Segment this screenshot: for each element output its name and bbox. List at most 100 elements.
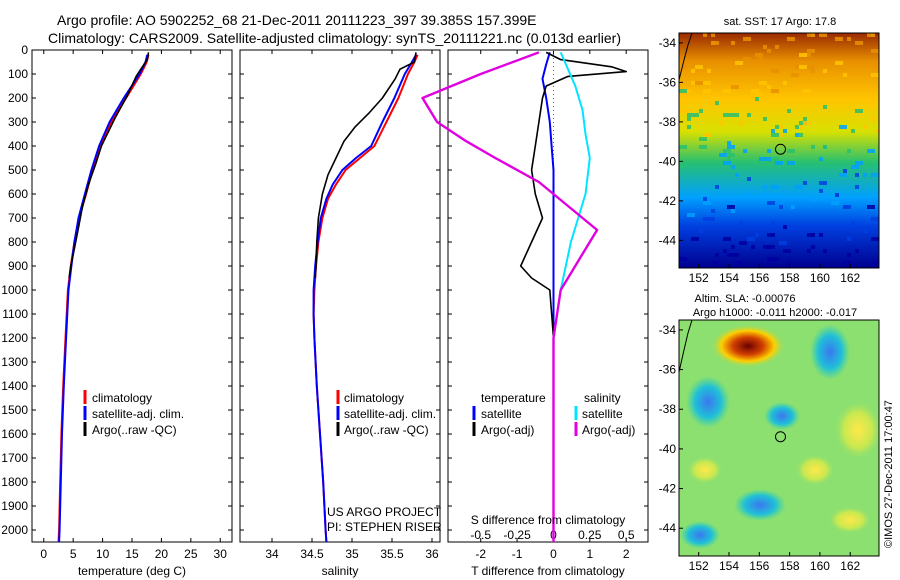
sst-pixel [855, 173, 859, 177]
sst-pixel [687, 125, 691, 129]
x-tick-label: 20 [155, 547, 169, 561]
salinity-legend: climatology satellite-adj. clim. Argo(..… [336, 390, 436, 437]
sst-pixel [711, 33, 715, 37]
sst-pixel [863, 125, 867, 129]
sla-low-anomaly [810, 324, 850, 380]
sst-pixel [791, 101, 795, 105]
sst-pixel [687, 89, 691, 93]
sst-pixel [807, 49, 815, 53]
sst-pixel [791, 73, 799, 77]
lon-tick-label: 160 [810, 559, 830, 573]
sst-pixel [847, 37, 851, 41]
project-credit-line-2: PI: STEPHEN RISER [327, 520, 442, 534]
sst-pixel [679, 89, 687, 93]
lat-tick-label: -34 [659, 36, 677, 50]
sla-lon-ticks: 152 154 156 158 160 162 [689, 552, 861, 573]
sst-pixel [847, 253, 851, 257]
sla-high-anomaly [834, 400, 879, 460]
legend-header-salinity: salinity [584, 391, 621, 405]
sst-pixel [847, 205, 851, 209]
sst-pixel [743, 57, 751, 61]
depth-tick-label: 900 [8, 259, 28, 273]
sst-pixel [687, 113, 691, 117]
title-line-2: Climatology: CARS2009. Satellite-adjuste… [48, 30, 621, 46]
sst-pixel [747, 237, 755, 241]
x-tick-label: 1 [586, 547, 593, 561]
depth-tick-label: 700 [8, 211, 28, 225]
x-tick-label: 0 [40, 547, 47, 561]
lat-tick-label: -42 [659, 194, 677, 208]
sst-pixel [775, 125, 779, 129]
sst-pixel [787, 161, 795, 165]
sst-pixel [711, 41, 719, 45]
sst-pixel [771, 221, 775, 225]
sst-lon-ticks: 152 154 156 158 160 162 [689, 264, 861, 285]
depth-tick-label: 600 [8, 187, 28, 201]
series-line-satellite-adj-clim- [312, 54, 417, 543]
sst-pixel [727, 157, 731, 161]
sst-pixel [771, 157, 779, 161]
temperature-xlabel: temperature (deg C) [78, 564, 186, 578]
sst-pixel [843, 73, 847, 77]
sst-pixel [691, 113, 699, 117]
sst-pixel [731, 165, 735, 169]
sst-pixel [715, 101, 719, 105]
difference-axes-frame [447, 49, 649, 543]
x-tick-label: 2 [623, 547, 630, 561]
temperature-legend: climatology satellite-adj. clim. Argo(..… [83, 390, 184, 437]
sst-pixel [803, 121, 811, 125]
sst-pixel [679, 165, 683, 169]
sst-pixel [807, 249, 811, 253]
sst-pixel [767, 49, 771, 53]
sst-lat-ticks: -34 -36 -38 -40 -42 -44 [659, 36, 683, 247]
sst-pixel [707, 69, 711, 73]
lon-tick-label: 154 [719, 559, 739, 573]
sst-pixel [739, 121, 743, 125]
sst-pixel [771, 133, 779, 137]
sst-pixel [727, 253, 731, 257]
sst-pixel [691, 81, 695, 85]
sst-pixel [727, 145, 735, 149]
sst-speckle [679, 33, 879, 265]
sst-pixel [731, 245, 735, 249]
lon-tick-label: 158 [780, 559, 800, 573]
sst-pixel [723, 149, 731, 153]
sst-pixel [703, 81, 711, 85]
sst-pixel [791, 205, 795, 209]
depth-tick-label: 1900 [1, 499, 28, 513]
sst-pixel [751, 89, 759, 93]
sst-pixel [739, 241, 747, 245]
series-line-argo-raw-qc- [68, 52, 150, 279]
sst-pixel [703, 33, 707, 37]
lat-tick-label: -34 [659, 323, 677, 337]
x-tick-label: 0 [550, 547, 557, 561]
sst-pixel [855, 185, 859, 189]
depth-tick-label: 800 [8, 235, 28, 249]
sst-pixel [795, 125, 799, 129]
difference-legend: temperature salinity satellite Argo(-adj… [472, 391, 635, 437]
legend-label-t-argo: Argo(-adj) [481, 423, 534, 437]
sst-pixel [835, 193, 839, 197]
sst-pixel [735, 61, 743, 65]
sst-pixel [767, 161, 775, 165]
sst-pixel [723, 161, 731, 165]
sst-pixel [723, 249, 727, 253]
sst-pixel [811, 33, 815, 37]
legend-label-s-argo: Argo(-adj) [582, 423, 635, 437]
sst-pixel [807, 65, 815, 69]
sst-pixel [787, 109, 791, 113]
x-tick-label: 35.5 [380, 547, 404, 561]
sst-pixel [779, 133, 783, 137]
sst-pixel [799, 125, 803, 129]
sst-pixel [799, 53, 807, 57]
sst-pixel [759, 57, 763, 61]
sst-pixel [691, 69, 695, 73]
sst-pixel [811, 101, 819, 105]
lat-tick-label: -36 [659, 363, 677, 377]
sst-pixel [739, 221, 743, 225]
legend-label-t-satellite: satellite [481, 407, 522, 421]
sst-pixel [851, 129, 855, 133]
sst-pixel [719, 121, 723, 125]
sst-pixel [755, 53, 763, 57]
sst-pixel [855, 109, 863, 113]
